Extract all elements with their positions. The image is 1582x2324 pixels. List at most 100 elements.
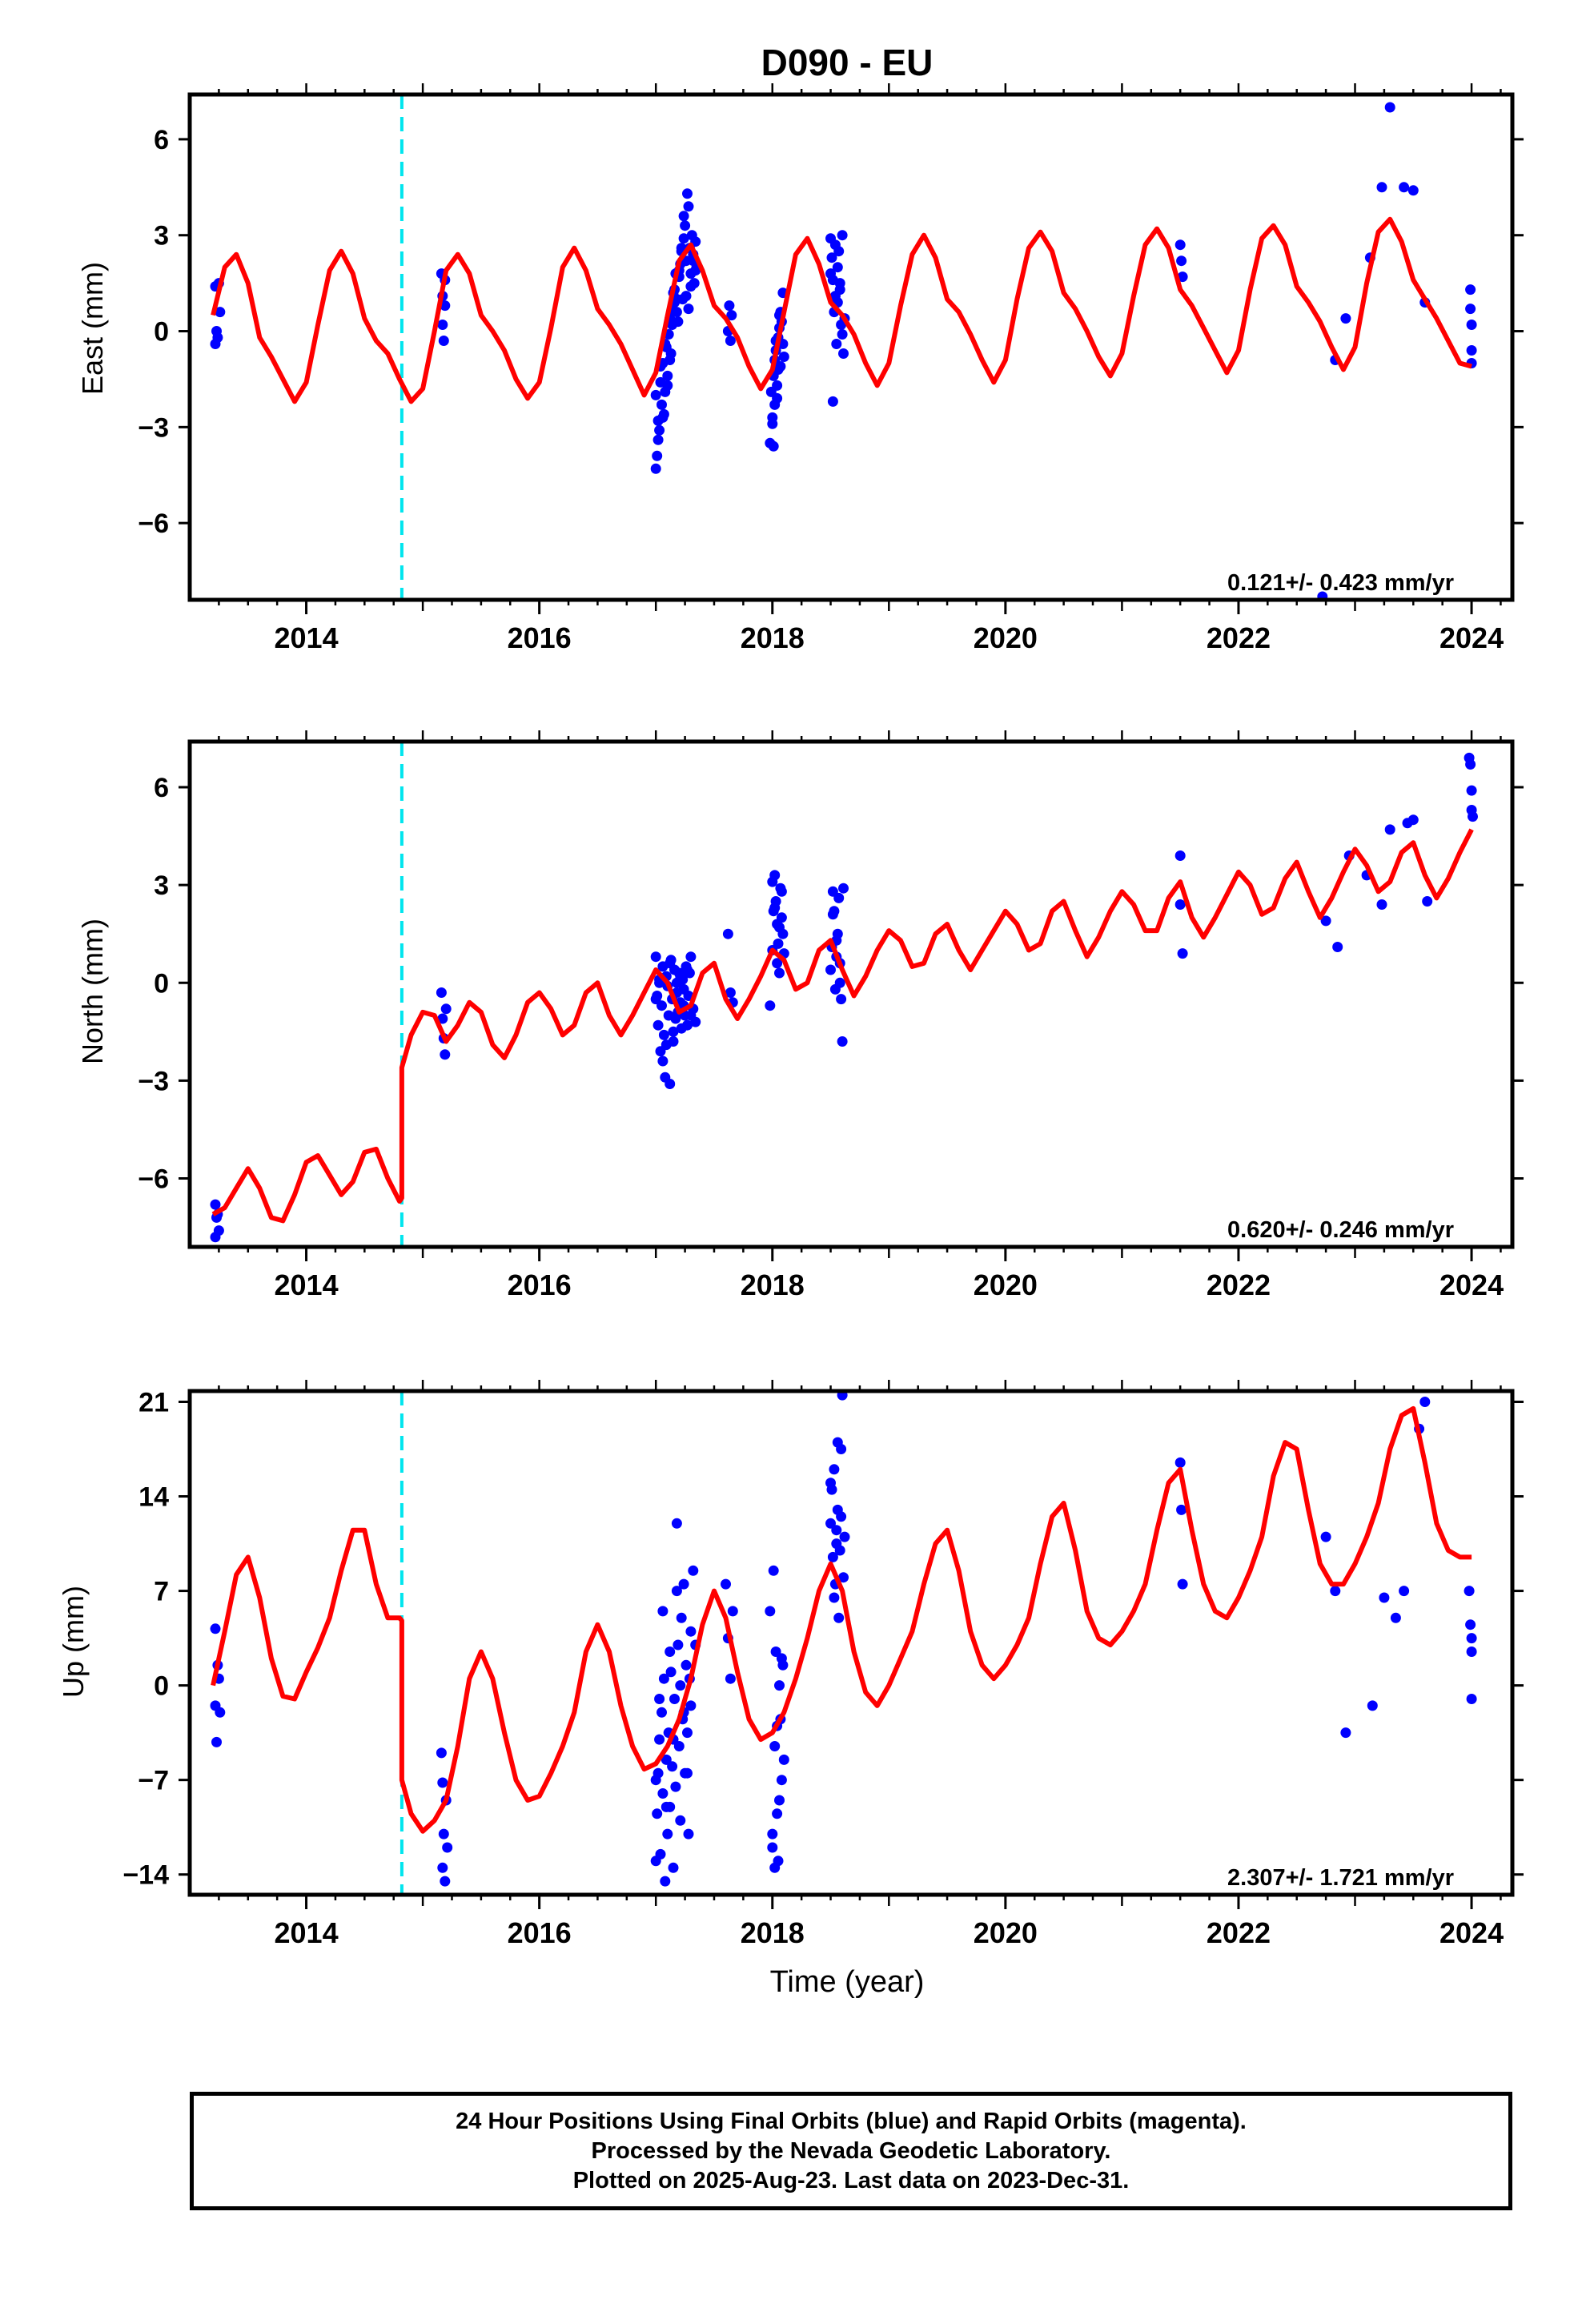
data-point-east [772, 392, 783, 404]
x-tick-label-north: 2016 [508, 1269, 572, 1301]
data-point-east [832, 262, 843, 273]
data-point-east [837, 230, 848, 241]
data-point-east [1317, 591, 1328, 600]
data-points-up [210, 1391, 1477, 1887]
panel-north: North (mm) 0.620+/- 0.246 mm/yr −6 −3 0 3 6 2… [76, 730, 1524, 1301]
data-point-north [833, 892, 845, 903]
data-point-east [834, 278, 845, 289]
data-point-up [727, 1606, 738, 1617]
x-tick-label-north: 2020 [974, 1269, 1038, 1301]
data-point-up [440, 1876, 451, 1887]
data-point-east [680, 220, 691, 231]
data-point-east [215, 307, 226, 318]
data-point-north [682, 1019, 693, 1031]
data-point-up [1419, 1397, 1431, 1407]
data-point-east [665, 355, 676, 365]
data-point-up [721, 1578, 731, 1590]
data-point-north [654, 977, 665, 988]
data-points-east [210, 102, 1477, 600]
data-point-up [650, 1775, 661, 1786]
data-point-north [213, 1225, 224, 1236]
data-point-north [1407, 814, 1419, 826]
data-point-up [688, 1565, 699, 1576]
y-tick-label-north: 3 [154, 870, 169, 901]
frame-north [187, 739, 1515, 1249]
x-tick-label-up: 2020 [974, 1916, 1038, 1949]
data-point-east [1384, 102, 1395, 113]
data-point-east [829, 239, 841, 251]
data-point-up [654, 1694, 665, 1704]
ylabel-up: Up (mm) [57, 1586, 90, 1698]
y-tick-label-east: 3 [154, 221, 169, 251]
data-point-north [772, 958, 783, 969]
plot-area-up: −14 −7 0 7 14 21 2014 2016 2018 2020 2022 2024 [122, 1380, 1524, 1949]
data-point-east [1466, 320, 1477, 330]
data-point-up [682, 1767, 693, 1779]
y-tick-label-east: −3 [138, 412, 169, 443]
data-point-east [652, 434, 664, 445]
data-point-east [1465, 284, 1476, 296]
data-point-up [657, 1606, 669, 1617]
data-point-up [1174, 1457, 1186, 1468]
y-tick-label-north: 0 [154, 968, 169, 999]
data-point-north [650, 994, 661, 1005]
y-tick-label-up: 21 [139, 1387, 169, 1417]
data-point-up [1466, 1647, 1477, 1657]
data-point-east [725, 336, 736, 346]
data-point-up [652, 1808, 663, 1819]
data-point-up [827, 1551, 838, 1562]
x-tick-label-up: 2014 [275, 1916, 339, 1949]
data-point-up [768, 1565, 779, 1576]
model-line-up [211, 1405, 1472, 1834]
data-point-east [768, 440, 779, 452]
data-point-up [725, 1673, 736, 1684]
x-tick-label-east: 2020 [974, 621, 1038, 654]
y-tick-label-east: 6 [154, 125, 169, 155]
data-point-up [678, 1578, 689, 1590]
data-point-up [825, 1518, 836, 1529]
data-point-up [770, 1647, 781, 1657]
ylabel-east: East (mm) [76, 262, 109, 395]
data-point-north [767, 876, 778, 887]
data-point-north [776, 912, 787, 923]
data-point-north [1466, 785, 1477, 796]
data-point-east [838, 348, 849, 359]
y-tick-label-up: 0 [154, 1671, 169, 1702]
data-point-up [1466, 1694, 1477, 1704]
data-point-east [724, 300, 735, 312]
data-point-up [769, 1862, 781, 1873]
data-point-east [827, 396, 838, 407]
data-point-north [837, 1036, 848, 1047]
data-point-up [825, 1478, 836, 1489]
data-point-north [836, 994, 847, 1005]
data-point-up [437, 1777, 448, 1788]
data-point-east [678, 233, 689, 244]
data-point-north [1320, 915, 1331, 927]
data-point-north [1384, 824, 1395, 835]
data-point-north [1468, 811, 1478, 822]
data-point-up [1379, 1592, 1390, 1603]
y-tick-label-up: −7 [138, 1766, 169, 1796]
y-tick-label-east: 0 [154, 317, 169, 348]
x-tick-label-up: 2016 [508, 1916, 572, 1949]
data-point-up [670, 1781, 681, 1792]
data-point-east [662, 380, 673, 391]
data-point-up [831, 1525, 842, 1536]
frame-up [187, 1389, 1515, 1897]
data-point-up [661, 1754, 672, 1765]
data-point-up [675, 1815, 686, 1826]
data-point-up [673, 1741, 685, 1751]
data-point-up [832, 1437, 843, 1448]
data-point-up [654, 1734, 665, 1745]
data-point-up [1466, 1633, 1477, 1644]
data-point-north [436, 987, 447, 998]
data-point-up [838, 1572, 849, 1583]
data-point-up [765, 1606, 776, 1617]
x-tick-label-north: 2018 [741, 1269, 805, 1301]
data-point-up [438, 1828, 449, 1839]
data-point-up [1176, 1504, 1187, 1515]
data-point-north [765, 1000, 776, 1011]
data-point-north [440, 1049, 451, 1060]
data-point-east [1174, 239, 1186, 251]
